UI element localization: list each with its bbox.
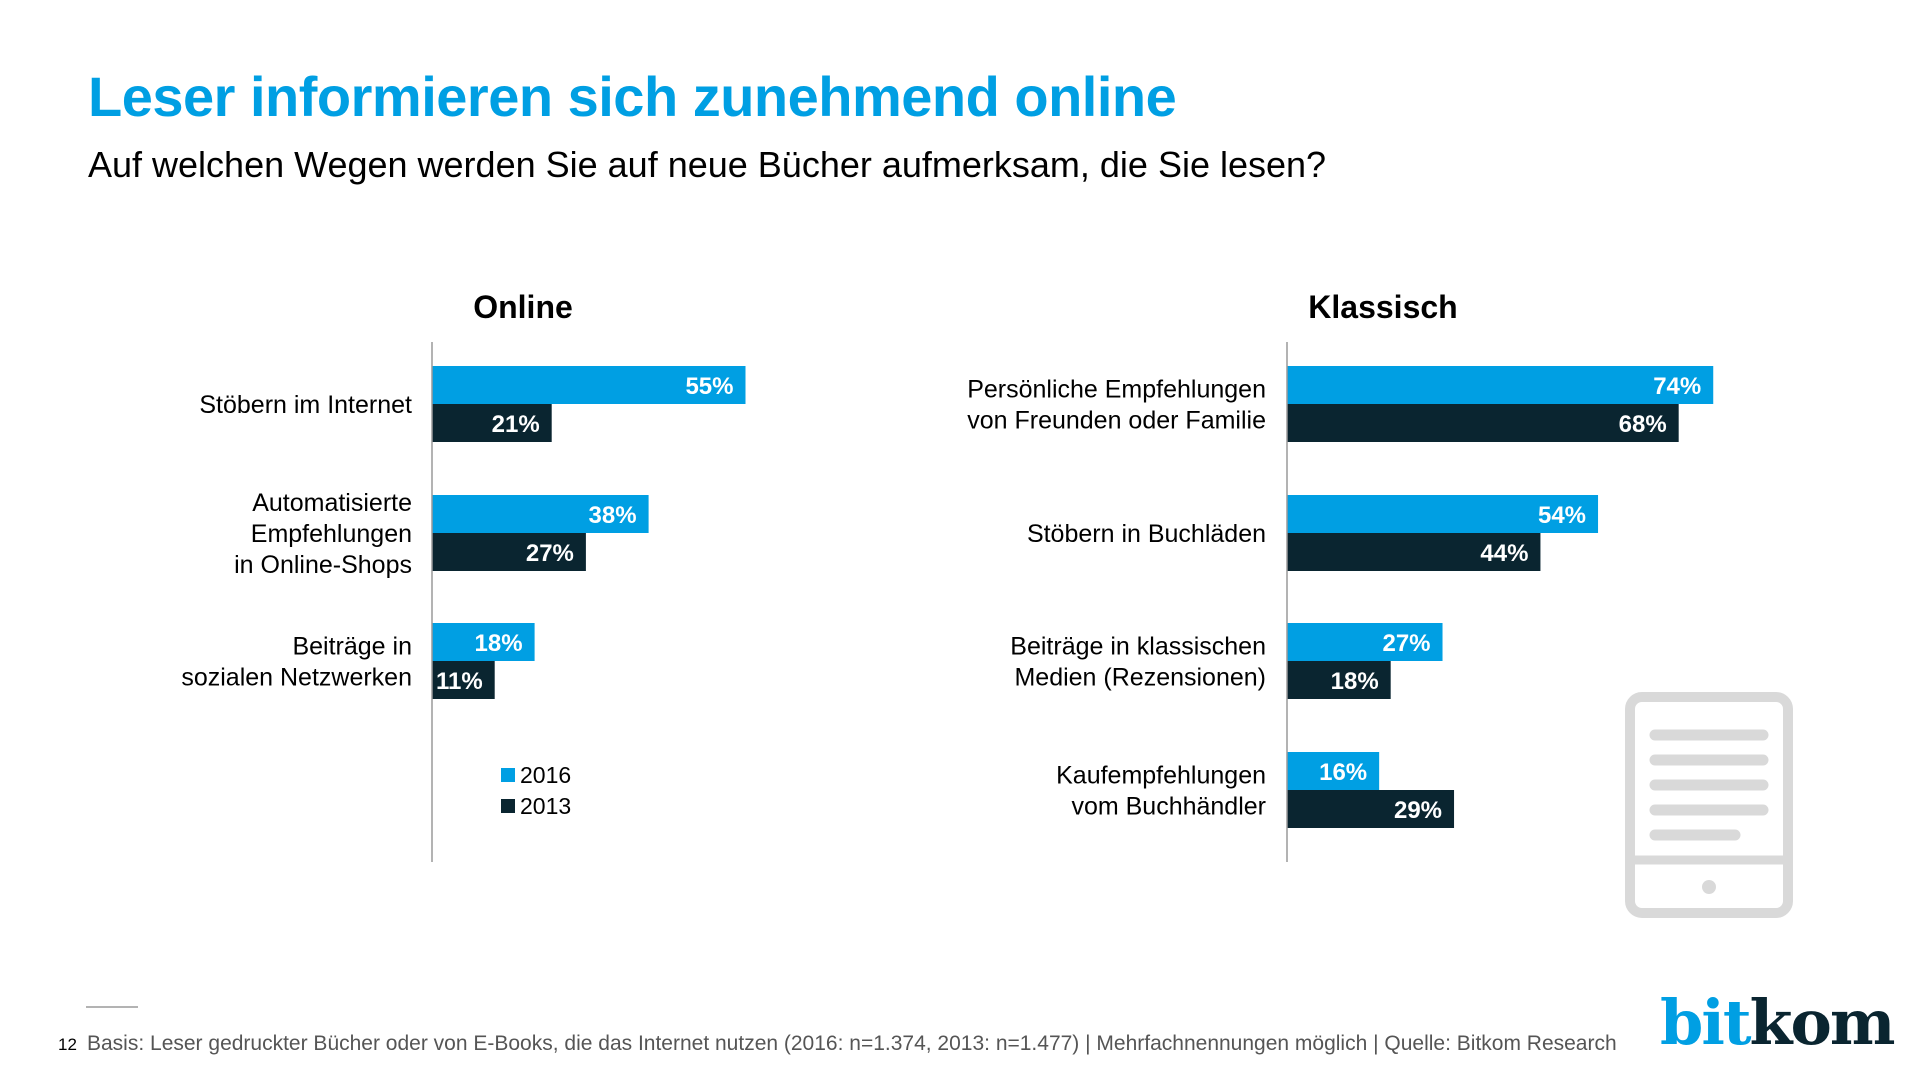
page-subtitle: Auf welchen Wegen werden Sie auf neue Bü…	[88, 144, 1327, 185]
online-bar-2016	[432, 495, 649, 533]
online-category-label: Empfehlungen	[251, 520, 412, 548]
online-bar-2016	[432, 623, 535, 661]
online-value-label-2013: 11%	[436, 668, 483, 695]
klassisch-bar-2016	[1287, 366, 1714, 404]
klassisch-value-label-2013: 18%	[1331, 668, 1379, 695]
tablet-icon	[1625, 692, 1793, 918]
klassisch-bar-2013	[1287, 790, 1455, 828]
klassisch-category-label: Beiträge in klassischen	[1010, 633, 1266, 661]
klassisch-category-label: Kaufempfehlungen	[1056, 762, 1266, 790]
page-number: 12	[58, 1035, 77, 1054]
online-panel-title: Online	[473, 289, 573, 325]
klassisch-category-label: Medien (Rezensionen)	[1014, 664, 1266, 692]
online-value-label-2016: 18%	[475, 630, 523, 657]
online-value-label-2016: 55%	[685, 373, 733, 400]
klassisch-value-label-2016: 16%	[1319, 759, 1367, 786]
online-category-label: Stöbern im Internet	[199, 391, 412, 419]
klassisch-bar-2016	[1287, 752, 1380, 790]
online-value-label-2016: 38%	[589, 502, 637, 529]
online-category-label: Beiträge in	[292, 633, 412, 661]
legend-label-2016: 2016	[520, 762, 571, 788]
klassisch-bar-2016	[1287, 623, 1443, 661]
klassisch-bar-2016	[1287, 495, 1599, 533]
online-bar-2013	[432, 404, 552, 442]
online-category-label: sozialen Netzwerken	[181, 664, 412, 692]
klassisch-value-label-2013: 44%	[1480, 540, 1528, 567]
legend-label-2013: 2013	[520, 793, 571, 819]
legend-swatch-2016	[501, 768, 515, 782]
klassisch-bar-2013	[1287, 533, 1541, 571]
online-bar-2016	[432, 366, 746, 404]
page-title: Leser informieren sich zunehmend online	[88, 65, 1177, 128]
online-bar-2013	[432, 533, 586, 571]
online-category-label: Automatisierte	[252, 489, 412, 517]
logo-bit: bit	[1660, 986, 1752, 1059]
klassisch-value-label-2013: 29%	[1394, 797, 1442, 824]
online-bar-2013	[432, 661, 495, 699]
klassisch-value-label-2016: 27%	[1382, 630, 1430, 657]
online-value-label-2013: 27%	[526, 540, 574, 567]
bitkom-logo: bitkom	[1660, 992, 1895, 1054]
klassisch-category-label: vom Buchhändler	[1071, 793, 1266, 821]
klassisch-value-label-2016: 74%	[1653, 373, 1701, 400]
klassisch-panel-title: Klassisch	[1308, 289, 1457, 325]
klassisch-category-label: Persönliche Empfehlungen	[967, 376, 1266, 404]
klassisch-value-label-2013: 68%	[1619, 411, 1667, 438]
online-value-label-2013: 21%	[492, 411, 540, 438]
source-note: Basis: Leser gedruckter Bücher oder von …	[87, 1032, 1617, 1055]
logo-kom: kom	[1749, 986, 1896, 1059]
klassisch-value-label-2016: 54%	[1538, 502, 1586, 529]
klassisch-category-label: von Freunden oder Familie	[967, 407, 1266, 435]
klassisch-bar-2013	[1287, 661, 1391, 699]
klassisch-category-label: Stöbern in Buchläden	[1027, 520, 1266, 548]
footer-divider	[86, 1006, 138, 1008]
legend-swatch-2013	[501, 799, 515, 813]
klassisch-bar-2013	[1287, 404, 1679, 442]
online-category-label: in Online-Shops	[234, 551, 412, 579]
